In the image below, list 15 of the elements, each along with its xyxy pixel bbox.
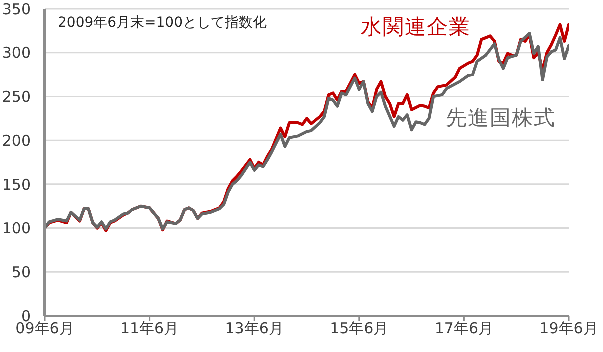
y-tick-label: 250 (2, 88, 31, 106)
x-tick-label: 17年6月 (434, 320, 494, 338)
y-tick-label: 150 (2, 176, 31, 194)
x-tick-label: 19年6月 (540, 320, 598, 338)
x-tick-label: 11年6月 (120, 320, 180, 338)
series-label: 水関連企業 (361, 15, 471, 39)
y-tick-label: 200 (2, 132, 31, 150)
y-tick-label: 300 (2, 44, 31, 62)
x-tick-label: 15年6月 (330, 320, 389, 338)
annotation: 2009年6月末=100として指数化 (58, 14, 267, 32)
y-tick-label: 100 (2, 220, 31, 238)
y-tick-label: 50 (12, 263, 31, 282)
y-tick-label: 350 (2, 0, 31, 18)
x-tick-label: 13年6月 (225, 320, 284, 338)
series-label: 先進国株式 (446, 106, 556, 130)
